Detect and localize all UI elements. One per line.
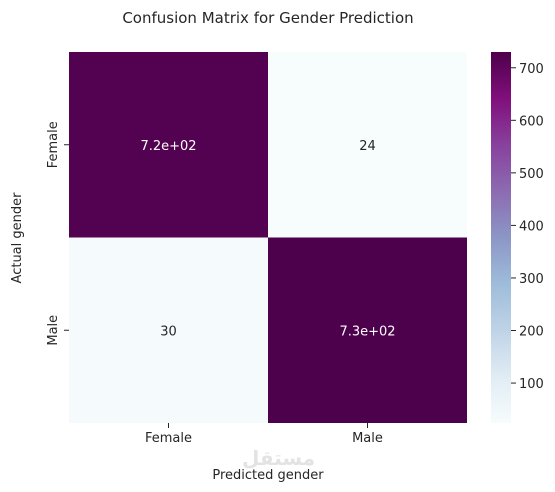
chart-title: Confusion Matrix for Gender Prediction <box>122 9 413 27</box>
colorbar <box>491 52 511 423</box>
cell-annotation: 24 <box>359 139 376 154</box>
heatmap-cell-female-female <box>69 52 268 238</box>
watermark-logo: مستقل <box>242 446 316 470</box>
cell-annotations: 7.2e+02 24 30 7.3e+02 <box>140 139 395 340</box>
colorbar-tick-label: 500 <box>519 167 544 182</box>
heatmap-cell-male-male <box>268 237 467 423</box>
x-tick-label: Male <box>352 431 383 446</box>
colorbar-tick-label: 600 <box>519 114 544 129</box>
y-axis: Female Male <box>46 121 69 346</box>
x-tick-label: Female <box>145 431 192 446</box>
heatmap-cells <box>69 52 467 423</box>
colorbar-tick-label: 100 <box>519 377 544 392</box>
y-axis-label: Actual gender <box>10 192 25 284</box>
x-axis: Female Male <box>145 423 383 446</box>
cell-annotation: 30 <box>160 324 177 339</box>
colorbar-ticks: 100 200 300 400 500 600 700 <box>511 62 544 392</box>
colorbar-tick-label: 400 <box>519 219 544 234</box>
cell-annotation: 7.2e+02 <box>140 139 196 154</box>
heatmap-cell-male-female <box>69 237 268 423</box>
colorbar-tick-label: 700 <box>519 62 544 77</box>
y-tick-label: Female <box>46 121 61 168</box>
cell-annotation: 7.3e+02 <box>339 324 395 339</box>
y-tick-label: Male <box>46 315 61 346</box>
heatmap-cell-female-male <box>268 52 467 238</box>
x-axis-label: Predicted gender <box>212 468 324 483</box>
colorbar-tick-label: 300 <box>519 272 544 287</box>
colorbar-tick-label: 200 <box>519 325 544 340</box>
